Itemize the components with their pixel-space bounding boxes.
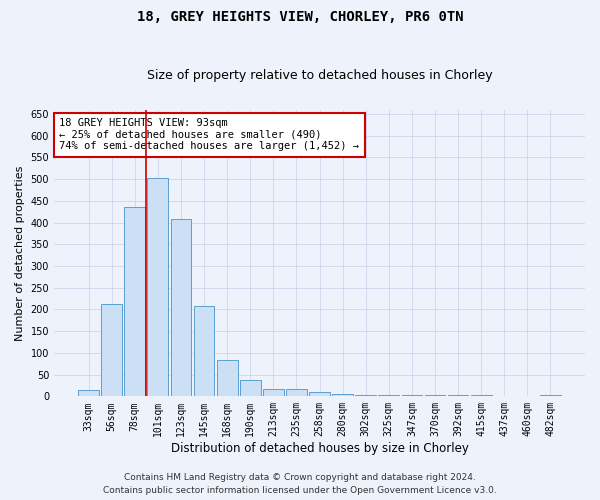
- Bar: [148, 178, 168, 396]
- Text: 18 GREY HEIGHTS VIEW: 93sqm
← 25% of detached houses are smaller (490)
74% of se: 18 GREY HEIGHTS VIEW: 93sqm ← 25% of det…: [59, 118, 359, 152]
- Text: Contains HM Land Registry data © Crown copyright and database right 2024.
Contai: Contains HM Land Registry data © Crown c…: [103, 474, 497, 495]
- Title: Size of property relative to detached houses in Chorley: Size of property relative to detached ho…: [147, 69, 493, 82]
- Y-axis label: Number of detached properties: Number of detached properties: [15, 166, 25, 340]
- Bar: [540, 394, 561, 396]
- Bar: [78, 390, 99, 396]
- Bar: [355, 394, 376, 396]
- Bar: [425, 394, 445, 396]
- Text: 18, GREY HEIGHTS VIEW, CHORLEY, PR6 0TN: 18, GREY HEIGHTS VIEW, CHORLEY, PR6 0TN: [137, 10, 463, 24]
- Bar: [194, 306, 214, 396]
- Bar: [263, 388, 284, 396]
- Bar: [332, 394, 353, 396]
- Bar: [124, 208, 145, 396]
- Bar: [217, 360, 238, 397]
- X-axis label: Distribution of detached houses by size in Chorley: Distribution of detached houses by size …: [170, 442, 469, 455]
- Bar: [471, 394, 491, 396]
- Bar: [309, 392, 330, 396]
- Bar: [170, 219, 191, 396]
- Bar: [401, 394, 422, 396]
- Bar: [240, 380, 260, 396]
- Bar: [286, 389, 307, 396]
- Bar: [379, 394, 399, 396]
- Bar: [101, 304, 122, 396]
- Bar: [448, 394, 469, 396]
